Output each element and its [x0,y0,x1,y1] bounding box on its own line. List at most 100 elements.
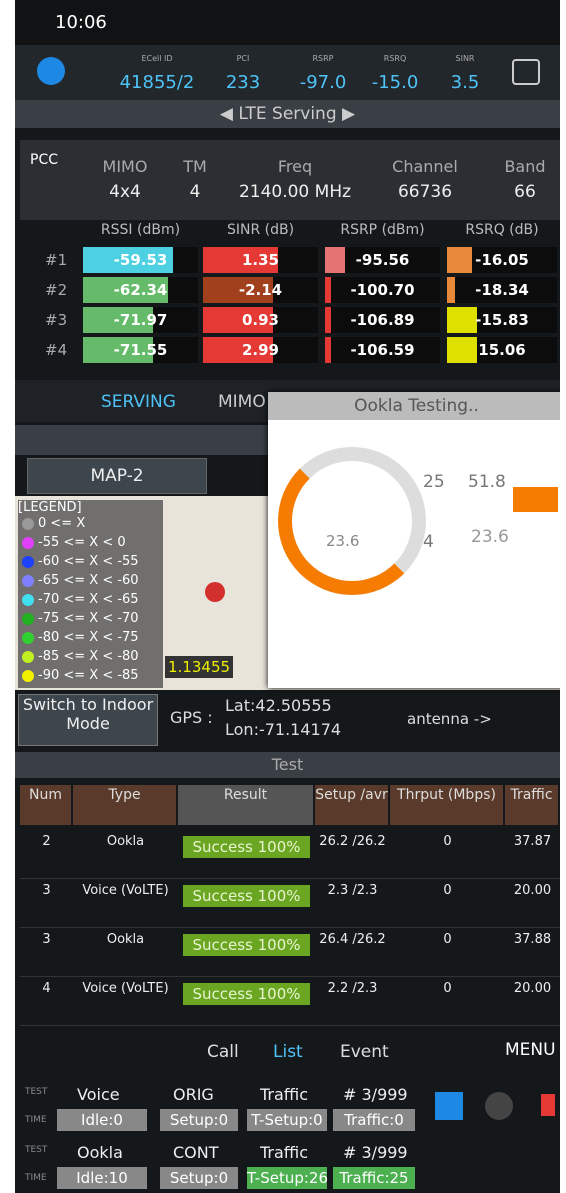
legend-item: -75 <= X < -70 [18,610,163,629]
status-bar: 10:06 [15,0,560,45]
meas-header: RSRQ (dB) [447,222,557,238]
legend-item: -90 <= X < -85 [18,667,163,686]
tab[interactable]: Event [340,1042,389,1062]
tab[interactable]: MIMO [218,392,266,412]
meas-header: RSRP (dBm) [325,222,440,238]
table-header: Result [178,785,313,825]
table-cell: 26.4 /26.2 [315,932,390,947]
menu[interactable]: MENU [505,1040,556,1060]
table-cell: 2.3 /2.3 [315,883,390,898]
header-text: Thrput (Mbps) [390,787,503,803]
legend-dot [22,556,34,568]
test-name: Ookla [77,1143,123,1162]
row-label: #3 [45,311,67,329]
legend-label: -80 <= X < -75 [38,630,139,645]
meas-cell: -18.34 [447,277,557,303]
legend-dot [22,594,34,606]
header-label: RSRP [298,54,348,63]
result-badge: Success 100% [183,836,310,858]
legend-item: 0 <= X [18,515,163,534]
window-button[interactable] [512,59,540,85]
table-cell: 37.88 [505,932,560,947]
meas-value: 1.35 [203,251,318,269]
test-bar[interactable]: Test [15,752,560,778]
test-title: Test [272,755,304,774]
antenna[interactable]: antenna -> [407,710,492,728]
pcc-col-label: Band [495,157,555,176]
result-badge: Success 100% [183,934,310,956]
time-cell: Setup:0 [160,1167,238,1189]
pcc-col-value: 4x4 [85,182,165,202]
meas-value: -95.56 [325,251,440,269]
header-label: PCI [223,54,263,63]
table-header: Num [20,785,71,825]
row-label: #1 [45,251,67,269]
legend-dot [22,518,34,530]
legend-label: -85 <= X < -80 [38,649,139,664]
row-tag: TEST [25,1145,47,1155]
table-header: Setup /avr [315,785,388,825]
pcc-label: PCC [30,152,58,168]
ookla-overlay[interactable]: Ookla Testing.. 23.6 25 51.8 4 23.6 [268,392,560,688]
gps-lat: Lat:42.50555 [225,696,332,715]
table-cell: Voice (VoLTE) [73,883,178,898]
chart-block [513,487,558,512]
result-badge: Success 100% [183,885,310,907]
legend-dot [22,651,34,663]
speed: 23.6 [326,532,359,550]
legend-dot [22,613,34,625]
meas-cell: -106.59 [325,337,440,363]
meas-cell: -2.14 [203,277,318,303]
table-cell: Ookla [73,834,178,849]
bottom-tabs: Call List Event MENU [15,1034,560,1070]
table-cell: 20.00 [505,981,560,996]
header-text: Num [20,787,71,803]
legend-item: -60 <= X < -55 [18,553,163,572]
stat: 23.6 [471,527,509,547]
table-cell: 26.2 /26.2 [315,834,390,849]
table-cell: 37.87 [505,834,560,849]
meas-value: -71.97 [83,311,198,329]
header-value: 3.5 [435,72,495,93]
pcc-col-label: Freq [225,157,365,176]
play-button[interactable] [37,57,65,85]
row-tag: TIME [25,1115,47,1125]
map-button[interactable]: MAP-2 [27,458,207,494]
stat: 4 [423,532,434,552]
meas-value: -16.05 [447,251,557,269]
legend-title: [LEGEND] [18,500,163,515]
meas-cell: 0.93 [203,307,318,333]
pcc-col-value: 2140.00 MHz [225,182,365,202]
table-cell: Voice (VoLTE) [73,981,178,996]
tab[interactable]: Call [207,1042,239,1062]
time-cell: T-Setup:26 [247,1167,327,1189]
serving-bar[interactable]: ◀ LTE Serving ▶ [15,100,560,128]
meas-cell: -15.83 [447,307,557,333]
check-icon[interactable] [485,1092,513,1120]
legend: [LEGEND] 0 <= X -55 <= X < 0 -60 <= X < -5… [18,500,163,688]
log-icon[interactable] [435,1092,463,1120]
meas-value: -106.59 [325,341,440,359]
meas-cell: -59.53 [83,247,198,273]
table-cell: 3 [20,932,73,947]
meas-header: SINR (dB) [203,222,318,238]
header-label: ECell ID [112,54,202,63]
tab[interactable]: SERVING [101,392,176,412]
legend-dot [22,537,34,549]
time-cell: Idle:0 [57,1109,147,1131]
pcc-col-label: TM [175,157,215,176]
lock-icon[interactable] [541,1094,555,1116]
pcc-col-value: 66736 [375,182,475,202]
clock: 10:06 [55,12,107,33]
legend-label: -55 <= X < 0 [38,535,126,550]
gauge [278,447,426,595]
meas-cell: -16.05 [447,247,557,273]
header-value: -15.0 [360,72,430,93]
test-mode: ORIG [173,1085,214,1104]
table-header: Type [73,785,176,825]
legend-label: 0 <= X [38,516,85,531]
tab[interactable]: List [273,1042,303,1062]
indoor-button[interactable]: Switch to Indoor Mode [18,694,158,746]
row-divider [20,1025,560,1026]
meas-cell: -106.89 [325,307,440,333]
